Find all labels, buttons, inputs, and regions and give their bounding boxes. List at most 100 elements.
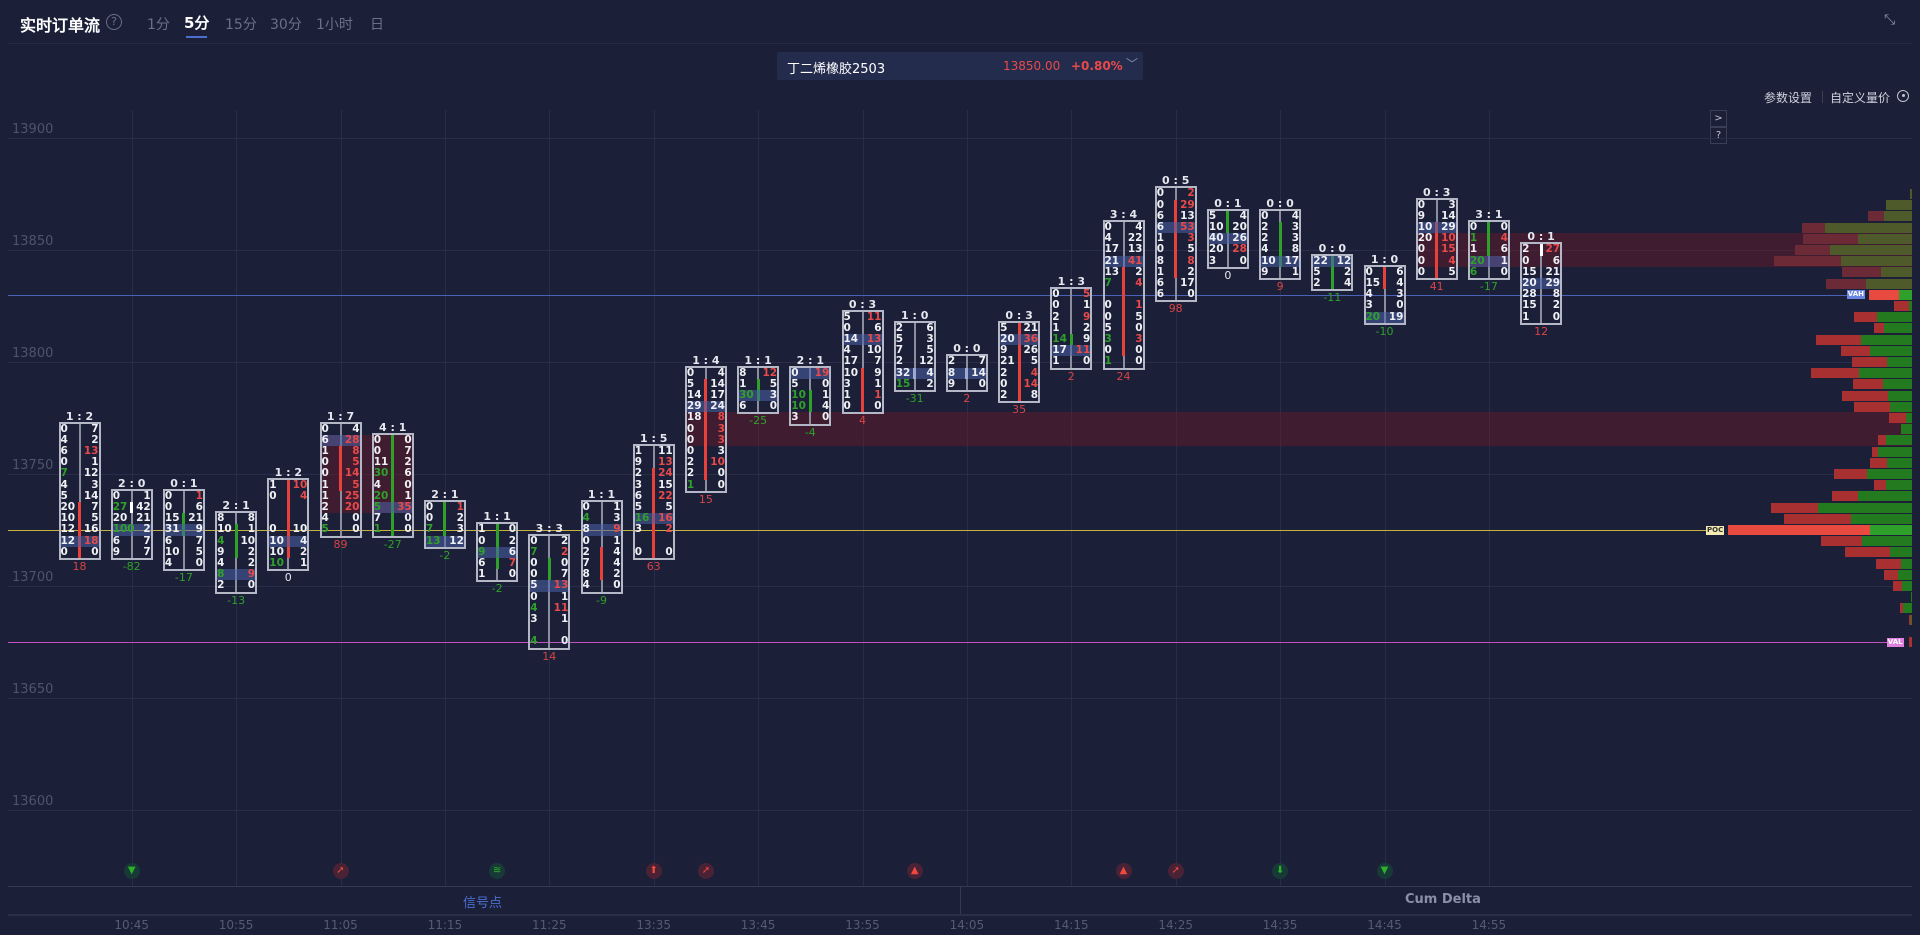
stack-icon[interactable]: ≋ [489,863,506,879]
bid-volume: 6 [1156,288,1164,301]
footprint-candle[interactable]: 2 7 8 14 9 0 [945,354,988,392]
circle-dot-icon[interactable] [1897,90,1909,102]
price-level-row: 21 5 [1000,356,1038,367]
ask-volume: 2 [926,377,934,390]
price-level-row: 10 1 [791,389,829,401]
rocket-icon[interactable]: ➚ [697,863,714,879]
bid-volume: 0 [582,534,590,547]
candle-body [339,445,342,491]
ask-volume: 21 [1023,321,1039,334]
footprint-candle[interactable]: 0 4 4 22 17 13 21 41 13 2 7 4 0 1 0 5 5 0 3 3 0 0 1 0 [1102,220,1145,370]
footprint-candle[interactable]: 0 2 0 29 6 13 6 53 1 3 0 5 8 8 1 2 6 17 6 0 [1154,186,1197,303]
footprint-candle[interactable]: 8 8 10 1 4 10 9 2 4 2 8 9 2 0 [215,511,258,594]
expand-button[interactable]: > [1710,110,1727,127]
footprint-candle[interactable]: 0 19 5 0 10 1 10 4 3 0 [789,365,832,426]
footprint-candle[interactable]: 0 4 5 14 14 17 29 24 18 8 0 3 0 3 0 3 2 10 2 0 1 0 [684,365,727,493]
ask-volume: 5 [1082,288,1091,301]
bid-volume: 5 [530,579,538,592]
footprint-candle[interactable]: 0 6 15 4 4 3 3 0 20 19 [1363,264,1406,325]
collapse-arrows-icon[interactable]: ⤡ [1884,12,1896,28]
down-arrow-icon[interactable]: ⬇ [1272,863,1289,879]
footprint-candle[interactable]: 2 6 5 3 7 5 2 12 32 4 15 2 [893,320,936,392]
symbol-selector[interactable]: 丁二烯橡胶2503 13850.00 +0.80% ﹀ [777,52,1143,80]
tab-cum-delta[interactable]: Cum Delta [1405,892,1481,907]
price-level-row: 9 13 [635,456,673,468]
tab-1min[interactable]: 1分 [147,17,170,33]
question-circle-icon[interactable]: ? [106,14,122,30]
params-settings-link[interactable]: 参数设置 [1764,91,1813,105]
ask-volume: 0 [195,556,203,569]
bid-volume: 4 [1261,243,1269,256]
help-button[interactable]: ? [1710,127,1727,144]
bid-volume: 8 [582,568,590,581]
down-triangle-icon[interactable]: ▼ [123,863,140,879]
footprint-candle[interactable]: 0 0 0 7 11 2 30 6 4 0 20 1 5 35 7 0 1 0 [371,432,414,538]
bid-volume: 1 [478,523,486,536]
rocket-icon[interactable]: ➚ [332,863,349,879]
price-level-row: 20 19 [1365,311,1404,323]
symbol-name: 丁二烯橡胶2503 [787,62,886,77]
footprint-candle[interactable]: 1 11 9 13 2 24 3 15 6 22 5 5 16 16 3 2 0 0 [632,444,675,560]
footprint-candle[interactable]: 0 1 27 42 20 21 100 2 6 7 9 7 [110,488,153,560]
tab-day[interactable]: 日 [370,17,384,33]
up-triangle-icon[interactable]: ▲ [1115,863,1132,879]
footprint-candle[interactable]: 5 21 20 36 9 26 21 5 2 4 0 14 2 8 [998,320,1041,404]
ask-volume: 4 [1500,232,1508,245]
candle-delta: 98 [1168,302,1183,316]
bid-volume: 0 [1052,299,1060,312]
up-triangle-icon[interactable]: ▲ [906,863,923,879]
candle-body [286,479,290,558]
price-level-row: 12 18 [60,535,99,547]
bid-volume: 5 [321,523,329,536]
bid-volume: 0 [530,590,538,603]
bid-volume: 1 [1052,321,1060,334]
footprint-candle[interactable]: 0 1 0 2 7 3 13 12 [423,500,466,549]
footprint-candle[interactable]: 5 4 10 20 40 26 20 28 3 0 [1206,208,1249,269]
up-arrow-icon[interactable]: ⬆ [645,863,662,879]
footprint-candle[interactable]: 0 1 0 6 15 21 31 9 6 7 10 5 4 0 [162,488,205,572]
tab-signals[interactable]: 信号点 [463,896,503,911]
tab-15min[interactable]: 15分 [225,17,257,33]
bid-volume: 6 [1469,265,1478,278]
ask-volume: 2 [91,433,99,446]
footprint-candle[interactable]: 0 5 0 1 2 9 1 2 14 9 17 11 1 0 [1050,287,1093,370]
price-level-row: 12 16 [61,524,99,535]
rocket-icon[interactable]: ➚ [1167,863,1184,879]
gridline-vertical [1071,110,1073,886]
bid-volume: 28 [1522,288,1537,301]
footprint-candle[interactable]: 0 7 4 2 6 13 0 1 7 12 4 3 5 14 20 7 10 5 12 16 12 18 0 0 [58,421,101,560]
candle-delta: 89 [333,537,348,551]
footprint-candle[interactable]: 0 2 7 2 0 0 0 7 5 13 0 1 4 11 3 1 4 0 [528,533,571,650]
candle-body [78,501,81,558]
bid-volume: 1 [1104,355,1112,368]
footprint-candle[interactable]: 1 10 0 4 0 10 10 4 10 2 10 1 [267,477,310,572]
tab-1hour[interactable]: 1小时 [316,17,353,33]
tab-5min[interactable]: 5分 [184,14,210,38]
footprint-candle[interactable]: 2 27 0 6 15 21 20 29 28 8 15 2 1 0 [1520,242,1563,325]
price-level-row: 0 14 [322,468,360,479]
footprint-candle[interactable]: 8 12 1 5 30 3 6 0 [737,365,780,415]
ask-volume: 9 [613,523,621,536]
bid-volume: 8 [1156,254,1164,267]
footprint-candle[interactable]: 0 0 1 4 1 6 20 1 6 0 [1467,220,1510,280]
tab-30min[interactable]: 30分 [270,17,302,33]
footprint-candle[interactable]: 0 3 9 14 10 29 20 10 0 15 0 4 0 5 [1415,197,1458,280]
custom-volume-price-link[interactable]: 自定义量价 [1830,91,1891,105]
bid-volume: 0 [530,568,538,581]
footprint-candle[interactable]: 0 4 2 3 2 3 4 8 10 17 9 1 [1259,208,1302,280]
ask-volume: 41 [1127,254,1143,267]
ask-volume: 13 [1127,243,1143,256]
footprint-candle[interactable]: 5 11 0 6 14 13 4 10 17 7 10 9 3 1 1 1 0 0 [841,309,884,415]
footprint-candle[interactable]: 22 12 5 2 2 4 [1311,253,1354,292]
ask-volume: 10 [292,523,308,536]
down-triangle-icon[interactable]: ▼ [1376,863,1393,879]
footprint-candle[interactable]: 0 4 6 28 1 8 0 5 0 14 1 5 1 25 2 20 4 0 5 0 [319,421,362,538]
